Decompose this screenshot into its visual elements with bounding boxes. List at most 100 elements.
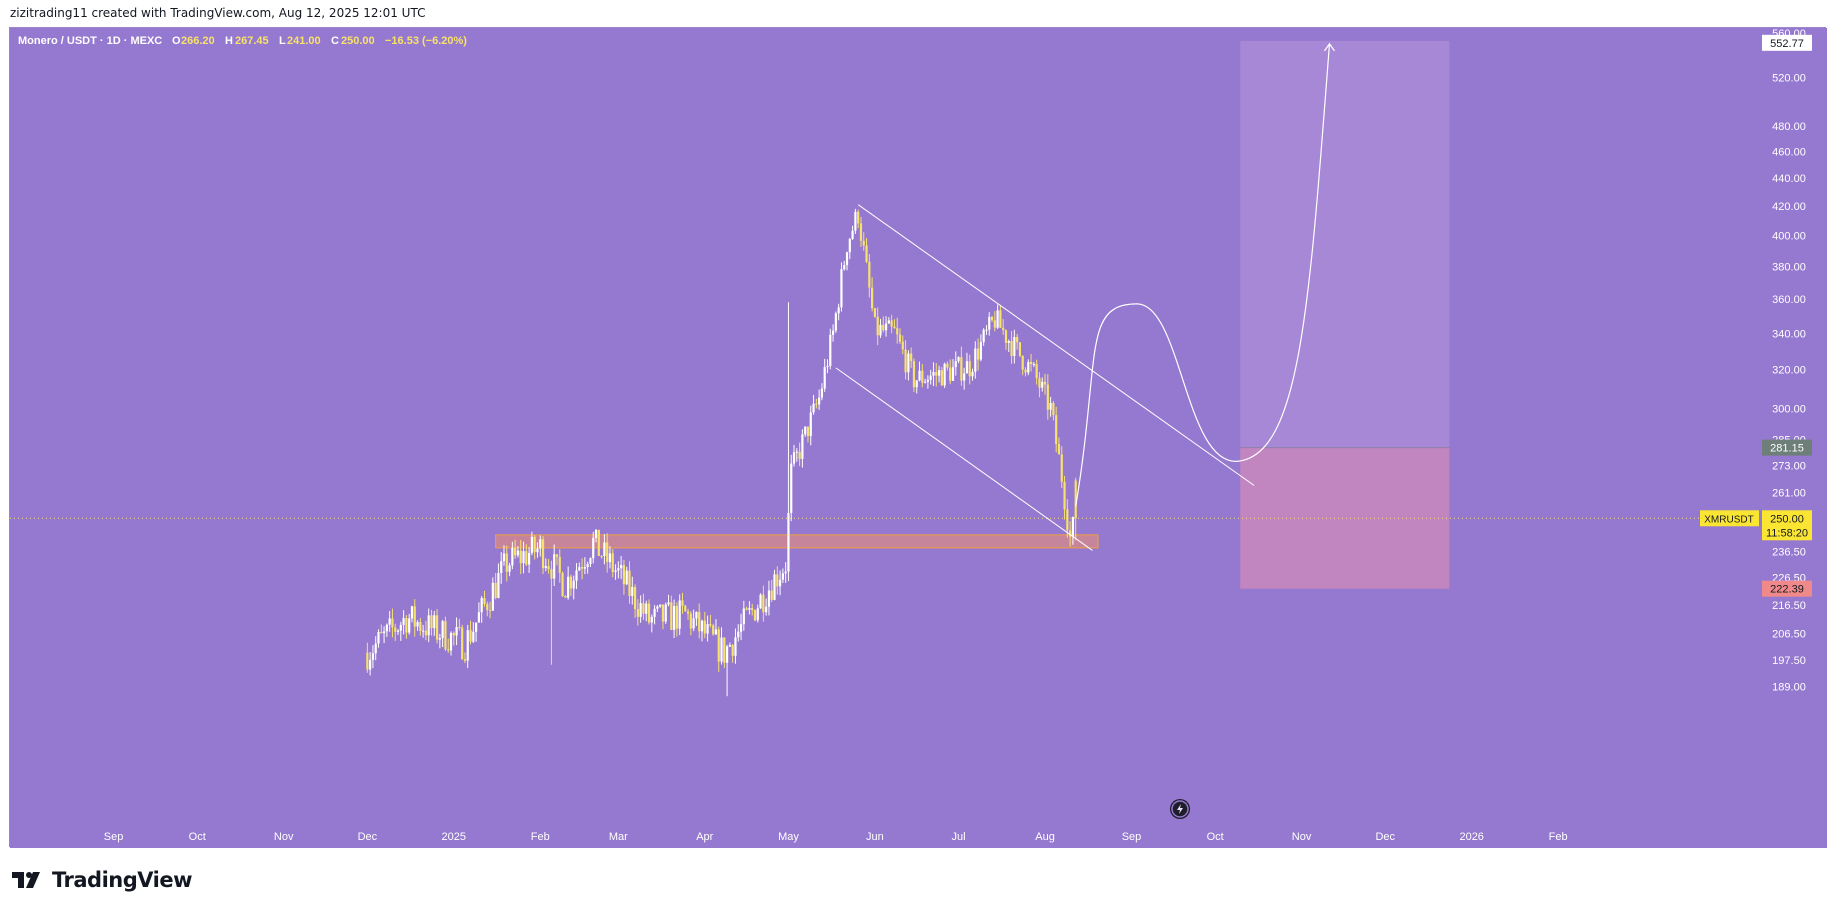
candle-body: [859, 223, 863, 241]
y-tick-label: 236.50: [1772, 547, 1806, 559]
candle-body: [851, 230, 854, 239]
candle-body: [580, 567, 584, 569]
candle-body: [700, 620, 704, 632]
candle-body: [943, 363, 946, 386]
candle-body: [572, 580, 575, 589]
candle-body: [686, 611, 690, 614]
target-price-label: 552.77: [1770, 38, 1804, 50]
candle-body: [1071, 517, 1075, 537]
channel-lower-line: [835, 367, 1093, 551]
candle-body: [926, 379, 929, 382]
entry-price-label-bg: [1762, 439, 1812, 456]
candle-body: [826, 365, 829, 368]
candle-body: [380, 631, 383, 634]
candle-body: [1052, 402, 1055, 416]
candle-body: [611, 553, 614, 572]
candle-body: [1002, 327, 1005, 331]
candle-body: [608, 553, 612, 563]
x-tick-label: 2026: [1459, 831, 1483, 843]
candle-body: [594, 529, 598, 538]
candle-body: [511, 547, 514, 566]
candle-body: [921, 370, 924, 383]
candle-body: [530, 536, 533, 554]
candle-body: [435, 615, 439, 640]
candle-body: [371, 653, 375, 660]
x-tick-label: Nov: [1292, 831, 1312, 843]
candle-body: [589, 558, 592, 565]
y-tick-label: 360.00: [1772, 294, 1806, 306]
candle-body: [544, 566, 547, 569]
candle-body: [739, 624, 743, 632]
candle-body: [999, 310, 1002, 328]
candle-body: [985, 329, 988, 331]
candle-body: [438, 638, 441, 640]
candle-body: [762, 594, 765, 613]
candlestick-chart[interactable]: 560.00520.00480.00460.00440.00420.00400.…: [10, 28, 1827, 848]
candle-body: [882, 324, 885, 331]
x-tick-label: Sep: [104, 831, 124, 843]
candle-body: [767, 590, 771, 607]
candle-body: [394, 627, 397, 632]
y-tick-label: 480.00: [1772, 121, 1806, 133]
candle-body: [592, 537, 595, 559]
legend-h-label: H: [225, 35, 233, 47]
candle-body: [703, 620, 706, 634]
candle-body: [410, 606, 414, 619]
candle-body: [742, 608, 745, 625]
candle-body: [455, 627, 458, 636]
y-tick-label: 273.00: [1772, 460, 1806, 472]
chart-frame[interactable]: 560.00 520.00 480.00 460.00 440.00 420.00 400.…: [9, 27, 1827, 848]
candle-body: [1024, 369, 1027, 373]
candle-body: [1057, 444, 1061, 455]
y-tick-label: 206.50: [1772, 628, 1806, 640]
candle-body: [422, 630, 425, 632]
legend-h: 267.45: [235, 35, 269, 47]
candle-body: [1063, 481, 1066, 510]
candle-body: [937, 370, 941, 376]
candle-body: [963, 373, 966, 381]
candle-body: [402, 618, 405, 625]
candle-body: [988, 316, 991, 330]
candle-body: [1010, 340, 1013, 357]
current-price-bg: [1762, 510, 1812, 541]
x-tick-label: Nov: [274, 831, 294, 843]
candle-body: [519, 550, 522, 564]
legend-change: −16.53 (−6.20%): [385, 35, 467, 47]
candle-body: [1021, 355, 1024, 370]
candle-body: [1074, 480, 1077, 519]
symbol-tag: XMRUSDT: [1704, 514, 1753, 525]
candle-body: [781, 573, 784, 580]
candle-body: [815, 403, 818, 405]
candle-body: [567, 576, 570, 598]
candle-body: [971, 371, 974, 377]
candle-body: [812, 403, 815, 413]
candle-body: [1043, 381, 1047, 385]
candle-body: [848, 238, 851, 253]
candle-body: [388, 618, 391, 625]
candle-body: [433, 615, 436, 629]
candle-body: [720, 637, 723, 662]
x-tick-label: 2025: [442, 831, 466, 843]
candle-body: [865, 245, 868, 262]
candle-body: [502, 553, 506, 562]
candle-body: [795, 451, 798, 453]
candle-body: [709, 624, 712, 626]
candle-body: [427, 615, 430, 636]
candle-body: [698, 611, 701, 632]
candle-body: [960, 357, 963, 381]
candle-body: [1049, 402, 1052, 410]
candle-body: [603, 542, 606, 557]
candle-body: [884, 323, 888, 331]
y-tick-label: 320.00: [1772, 365, 1806, 377]
candle-body: [622, 565, 626, 585]
candle-body: [483, 598, 486, 604]
candle-body: [990, 316, 994, 321]
candle-body: [974, 348, 977, 372]
candle-body: [1032, 363, 1035, 365]
candle-body: [876, 316, 879, 336]
candle-body: [887, 320, 890, 324]
candle-body: [901, 341, 904, 350]
alert-icon[interactable]: [1170, 799, 1190, 819]
candle-body: [469, 630, 472, 642]
candle-body: [893, 326, 896, 329]
